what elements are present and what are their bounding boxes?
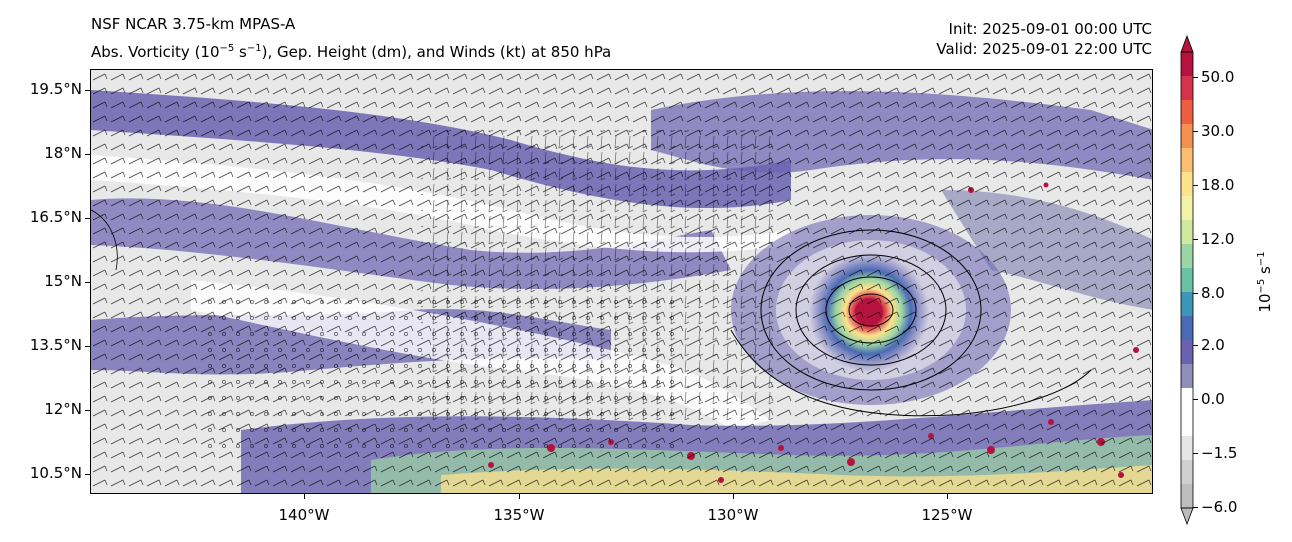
cbar-tick	[1193, 345, 1198, 346]
cbar-label-12: 12.0	[1201, 230, 1235, 248]
cbar-label-0: 0.0	[1201, 390, 1225, 408]
valid-time: Valid: 2025-09-01 22:00 UTC	[936, 40, 1152, 58]
cbar-tick	[1193, 293, 1198, 294]
cbar-label-18: 18.0	[1201, 176, 1235, 194]
lat-tick	[85, 346, 90, 347]
lon-label-125w: 125°W	[921, 506, 973, 524]
lat-label-18: 18°N	[44, 144, 82, 162]
cbar-unit-exp2: −1	[1256, 251, 1267, 267]
colorbar	[1180, 34, 1194, 526]
lat-tick	[85, 474, 90, 475]
cbar-label-30: 30.0	[1201, 122, 1235, 140]
field-title-suffix: ), Gep. Height (dm), and Winds (kt) at 8…	[261, 43, 612, 61]
lon-tick	[304, 494, 305, 499]
colorbar-segment	[1181, 292, 1193, 317]
colorbar-min-extend	[1180, 507, 1194, 526]
init-time: Init: 2025-09-01 00:00 UTC	[948, 20, 1152, 38]
cbar-tick	[1193, 399, 1198, 400]
field-title-prefix: Abs. Vorticity (10	[91, 43, 220, 61]
lon-tick	[519, 494, 520, 499]
colorbar-unit-label: 10−5 s−1	[1256, 251, 1274, 312]
colorbar-segment	[1181, 52, 1193, 77]
field-title-mid: s	[234, 43, 247, 61]
lat-tick	[85, 218, 90, 219]
lat-label-16-5: 16.5°N	[29, 208, 82, 226]
cbar-tick	[1193, 77, 1198, 78]
colorbar-segment	[1181, 76, 1193, 101]
lon-label-130w: 130°W	[707, 506, 759, 524]
lat-label-19-5: 19.5°N	[29, 80, 82, 98]
colorbar-segment	[1181, 172, 1193, 197]
cbar-tick	[1193, 185, 1198, 186]
cbar-label-2: 2.0	[1201, 336, 1225, 354]
lat-label-13-5: 13.5°N	[29, 336, 82, 354]
colorbar-segment	[1181, 148, 1193, 173]
colorbar-segment	[1181, 196, 1193, 221]
field-title-exp2: −1	[246, 43, 262, 54]
cbar-label-neg1-5: −1.5	[1201, 444, 1238, 462]
cbar-tick	[1193, 131, 1198, 132]
lat-tick	[85, 282, 90, 283]
colorbar-max-extend	[1180, 34, 1194, 53]
colorbar-segment	[1181, 100, 1193, 125]
cbar-tick	[1193, 239, 1198, 240]
field-title: Abs. Vorticity (10−5 s−1), Gep. Height (…	[91, 40, 611, 61]
lat-label-12: 12°N	[44, 400, 82, 418]
colorbar-segment	[1181, 436, 1193, 461]
colorbar-segment	[1181, 460, 1193, 485]
lat-tick	[85, 410, 90, 411]
colorbar-segment	[1181, 364, 1193, 389]
map-graphics	[91, 70, 1152, 493]
colorbar-frame	[1180, 51, 1194, 509]
colorbar-segment	[1181, 340, 1193, 365]
model-title: NSF NCAR 3.75-km MPAS-A	[91, 15, 296, 33]
cbar-label-neg6: −6.0	[1201, 498, 1238, 516]
lat-label-15: 15°N	[44, 272, 82, 290]
colorbar-segment	[1181, 484, 1193, 509]
lat-tick	[85, 90, 90, 91]
cbar-label-8: 8.0	[1201, 284, 1225, 302]
cbar-unit-mid: s	[1256, 266, 1274, 279]
lon-label-140w: 140°W	[278, 506, 330, 524]
lat-tick	[85, 154, 90, 155]
cbar-tick	[1193, 453, 1198, 454]
colorbar-segment	[1181, 268, 1193, 293]
colorbar-segment	[1181, 388, 1193, 413]
lon-tick	[947, 494, 948, 499]
colorbar-segment	[1181, 244, 1193, 269]
colorbar-segment	[1181, 316, 1193, 341]
cbar-unit-exp1: −5	[1256, 278, 1267, 294]
cbar-label-50: 50.0	[1201, 68, 1235, 86]
lon-tick	[733, 494, 734, 499]
lon-label-135w: 135°W	[493, 506, 545, 524]
lat-label-10-5: 10.5°N	[29, 464, 82, 482]
vorticity-map[interactable]	[90, 69, 1153, 494]
cbar-unit-base: 10	[1256, 293, 1274, 313]
colorbar-segment	[1181, 412, 1193, 437]
field-title-exp1: −5	[219, 43, 235, 54]
colorbar-segment	[1181, 220, 1193, 245]
colorbar-segment	[1181, 124, 1193, 149]
cbar-tick	[1193, 507, 1198, 508]
